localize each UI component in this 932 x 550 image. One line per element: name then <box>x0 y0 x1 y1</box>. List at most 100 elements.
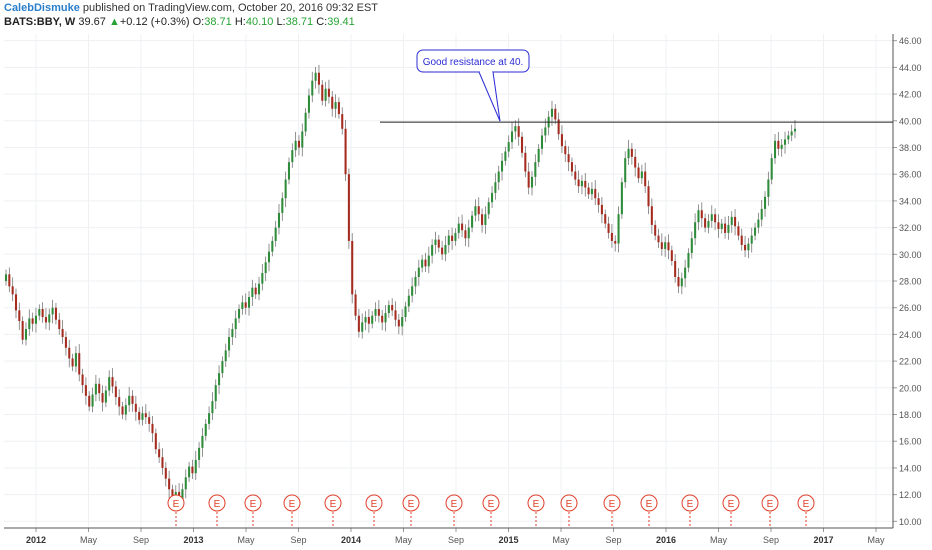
earnings-marker-icon[interactable] <box>603 494 621 512</box>
candle-down <box>344 128 347 175</box>
published-text: published on TradingView.com, October 20… <box>82 2 379 14</box>
candle-down <box>58 319 61 330</box>
y-tick-label: 18.00 <box>899 410 922 420</box>
candle-down <box>377 309 380 316</box>
candle-up <box>507 142 510 152</box>
earnings-marker-icon[interactable] <box>640 494 658 512</box>
candle-down <box>424 259 427 267</box>
candle-up <box>184 477 187 490</box>
candle-up <box>790 131 793 136</box>
annotation-box[interactable] <box>416 49 530 73</box>
symbol-label: BATS:BBY, W <box>4 16 76 28</box>
candle-up <box>208 413 211 424</box>
candle-down <box>44 317 47 323</box>
earnings-marker-icon[interactable] <box>482 494 500 512</box>
x-tick-label: Sep <box>290 535 306 545</box>
y-tick-label: 36.00 <box>899 170 922 180</box>
candle-up <box>627 148 630 159</box>
candle-up <box>4 274 8 281</box>
candle-up <box>181 489 184 500</box>
candle-up <box>94 383 97 395</box>
candle-up <box>620 182 623 215</box>
candle-down <box>524 152 527 172</box>
candle-up <box>224 350 227 362</box>
author-link[interactable]: CalebDismuke <box>4 2 80 14</box>
candle-up <box>640 171 643 179</box>
candle-down <box>351 240 354 295</box>
earnings-marker-icon[interactable] <box>560 494 578 512</box>
high-label: H: <box>234 16 246 28</box>
candle-up <box>324 88 327 101</box>
candle-down <box>657 235 660 243</box>
earnings-marker-icon[interactable] <box>283 494 301 512</box>
candle-down <box>54 307 57 320</box>
candle-down <box>164 467 167 479</box>
earnings-marker-icon[interactable] <box>208 494 226 512</box>
candle-down <box>118 397 121 407</box>
close-value: 39.41 <box>327 16 355 28</box>
candle-up <box>51 307 54 315</box>
x-tick-label: May <box>867 535 885 545</box>
candle-down <box>660 242 663 249</box>
candle-up <box>384 313 387 323</box>
candle-down <box>84 385 87 396</box>
candle-up <box>387 305 390 314</box>
candle-up <box>474 206 477 216</box>
earnings-marker-icon[interactable] <box>244 494 262 512</box>
y-tick-label: 28.00 <box>899 277 922 287</box>
candle-up <box>710 214 713 221</box>
candle-down <box>597 198 600 205</box>
earnings-marker-icon[interactable] <box>402 494 420 512</box>
candle-up <box>291 150 294 163</box>
candle-up <box>407 295 410 307</box>
candle-down <box>367 317 370 324</box>
candle-down <box>88 395 91 407</box>
candle-up <box>457 223 460 233</box>
candle-up <box>514 126 517 132</box>
candle-down <box>41 309 44 318</box>
earnings-marker-icon[interactable] <box>445 494 463 512</box>
candle-up <box>277 212 281 228</box>
candle-down <box>567 154 570 163</box>
earnings-marker-icon[interactable] <box>681 494 699 512</box>
candle-down <box>777 140 780 149</box>
earnings-marker-icon[interactable] <box>365 494 383 512</box>
candle-up <box>218 373 221 386</box>
candle-down <box>61 329 64 338</box>
earnings-marker-icon[interactable] <box>527 494 545 512</box>
y-tick-label: 14.00 <box>899 463 922 473</box>
candle-up <box>404 306 407 318</box>
candle-down <box>381 315 384 323</box>
candle-down <box>584 180 587 188</box>
candle-down <box>337 102 340 115</box>
earnings-marker-icon[interactable] <box>722 494 740 512</box>
candle-down <box>604 214 607 224</box>
candle-down <box>8 274 11 287</box>
earnings-marker-label: E <box>173 499 180 510</box>
open-value: 38.71 <box>204 16 232 28</box>
candle-down <box>477 206 480 215</box>
earnings-marker-icon[interactable] <box>167 494 185 512</box>
candle-up <box>760 208 763 220</box>
candle-up <box>201 435 204 448</box>
candle-down <box>560 134 563 147</box>
candle-up <box>544 127 547 136</box>
candle-up <box>787 135 790 140</box>
earnings-marker-label: E <box>408 499 415 510</box>
candle-up <box>38 309 41 316</box>
candle-down <box>667 242 670 251</box>
candle-down <box>647 186 650 207</box>
earnings-marker-icon[interactable] <box>797 494 815 512</box>
earnings-marker-label: E <box>767 499 774 510</box>
candle-up <box>104 390 107 403</box>
candle-up <box>750 235 753 244</box>
candle-up <box>74 353 77 367</box>
earnings-marker-icon[interactable] <box>324 494 342 512</box>
earnings-marker-icon[interactable] <box>761 494 779 512</box>
candle-down <box>131 395 134 404</box>
candle-up <box>304 112 307 132</box>
candle-down <box>171 489 174 498</box>
candle-up <box>747 243 750 251</box>
earnings-marker-label: E <box>609 499 616 510</box>
